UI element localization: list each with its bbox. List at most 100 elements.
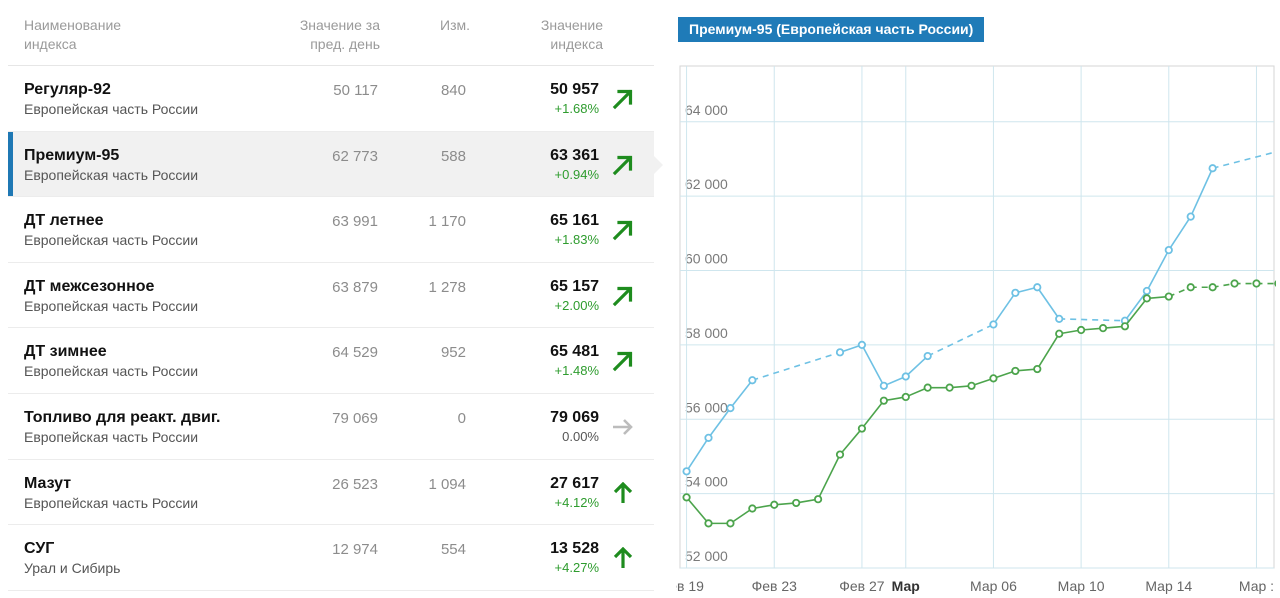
table-row[interactable]: Премиум-95 Европейская часть России 62 773… (8, 131, 663, 198)
row-region: Европейская часть России (24, 101, 199, 117)
series-segment (861, 400, 885, 430)
row-name: СУГ (24, 540, 55, 558)
data-point (813, 495, 823, 504)
series-segment (1036, 286, 1060, 320)
row-name: Топливо для реакт. двиг. (24, 408, 221, 426)
arrow-up-right-icon (612, 219, 634, 241)
data-point (1011, 288, 1020, 297)
series-segment (1036, 333, 1060, 370)
row-index-value: 13 528 (550, 540, 599, 558)
row-percent-change: +4.12% (554, 494, 599, 510)
table-row[interactable]: ДТ межсезонное Европейская часть России 63… (8, 263, 654, 329)
row-region: Европейская часть России (24, 428, 199, 445)
row-prev-value: 63 991 (332, 213, 378, 231)
x-tick-label: Фев 27 (839, 578, 885, 594)
data-point (857, 340, 867, 349)
row-index-value: 79 069 (550, 408, 599, 426)
data-point (1164, 292, 1173, 301)
row-name: ДТ зимнее (24, 343, 107, 361)
row-index-value: 65 161 (550, 212, 599, 230)
data-point (1164, 245, 1173, 255)
series-segment (905, 355, 929, 378)
data-point (1033, 283, 1042, 292)
row-index-value: 50 957 (550, 81, 599, 98)
row-prev-value: 12 974 (332, 541, 378, 559)
row-percent-change: +1.48% (554, 363, 599, 379)
table-row[interactable]: Мазут Европейская часть России 26 523 1 094… (8, 460, 654, 526)
arrow-up-right-icon (612, 350, 634, 372)
row-region: Европейская часть России (24, 232, 199, 249)
x-tick-label: Мар 10 (1058, 578, 1105, 594)
row-prev-value: 79 069 (332, 409, 378, 427)
data-point (1208, 283, 1217, 292)
series-segment (752, 351, 841, 381)
data-point (1252, 279, 1261, 288)
data-point (967, 381, 976, 390)
x-tick-label: Мар 06 (970, 578, 1017, 594)
series-segment (1124, 297, 1148, 327)
series-segment (1189, 167, 1214, 217)
series-segment (685, 496, 710, 524)
row-region: Европейская часть России (24, 166, 199, 183)
header-change: Изм. (440, 17, 470, 33)
arrow-up-right-icon (612, 285, 634, 307)
row-percent-change: +0.94% (554, 166, 599, 182)
row-percent-change: +1.83% (554, 232, 599, 248)
data-point (748, 504, 757, 513)
series-segment (927, 323, 994, 357)
data-point (1208, 164, 1217, 173)
x-tick-label: Мар (892, 578, 920, 594)
row-prev-value: 64 529 (332, 344, 378, 362)
data-point (945, 383, 954, 392)
data-point (770, 500, 779, 509)
row-name: Мазут (24, 474, 72, 492)
series-segment (729, 507, 753, 525)
table-row[interactable]: Топливо для реакт. двиг. Европейская част… (8, 394, 654, 460)
data-point (682, 467, 691, 476)
table-row[interactable]: Регуляр-92 Европейская часть России 50 117… (8, 66, 654, 132)
data-point (923, 351, 932, 361)
data-point (1142, 286, 1151, 296)
row-index-value: 65 481 (550, 343, 599, 361)
data-point (835, 348, 845, 357)
data-point (879, 396, 888, 405)
arrow-up-icon (612, 546, 634, 569)
header-name: Наименование индекса (24, 17, 122, 52)
data-point (1033, 364, 1042, 374)
header-index-value: Значение индекса (540, 17, 603, 52)
data-point (1230, 279, 1239, 288)
data-point (1186, 212, 1195, 221)
data-point (1011, 366, 1020, 376)
data-point (1186, 283, 1195, 292)
row-percent-change: +4.27% (554, 560, 599, 576)
row-name: ДТ межсезонное (24, 277, 155, 295)
table-body: Регуляр-92 Европейская часть России 50 117… (8, 66, 663, 591)
data-point (1055, 314, 1064, 323)
y-tick-label: 58 000 (685, 325, 728, 341)
series-segment (685, 437, 710, 472)
series-segment (729, 379, 753, 409)
row-name: ДТ летнее (24, 212, 104, 230)
x-tick-label: Мар : (1239, 578, 1274, 594)
data-point (1055, 329, 1064, 338)
row-region: Европейская часть России (24, 494, 199, 511)
row-index-value: 27 617 (550, 474, 599, 492)
data-point (726, 404, 735, 413)
row-change: 840 (440, 82, 466, 99)
data-point (1274, 280, 1276, 287)
data-point (901, 372, 910, 381)
y-tick-label: 52 000 (685, 548, 728, 564)
row-prev-value: 50 117 (333, 82, 378, 99)
series-segment (992, 292, 1017, 325)
x-tick-label: Фев 23 (752, 578, 798, 594)
series-segment (839, 428, 863, 456)
arrow-up-right-icon (612, 154, 634, 176)
table-row[interactable]: ДТ летнее Европейская часть России 63 991 1… (8, 197, 654, 263)
row-change: 1 094 (428, 475, 466, 493)
row-prev-value: 63 879 (332, 278, 378, 296)
data-point (1098, 324, 1108, 333)
table-row[interactable]: СУГ Урал и Сибирь 12 974 554 13 528 +4.27% (8, 525, 654, 591)
header-prev-value: Значение за пред. день (299, 17, 380, 52)
table-row[interactable]: ДТ зимнее Европейская часть России 64 529 9… (8, 328, 654, 394)
data-point (1077, 325, 1086, 335)
